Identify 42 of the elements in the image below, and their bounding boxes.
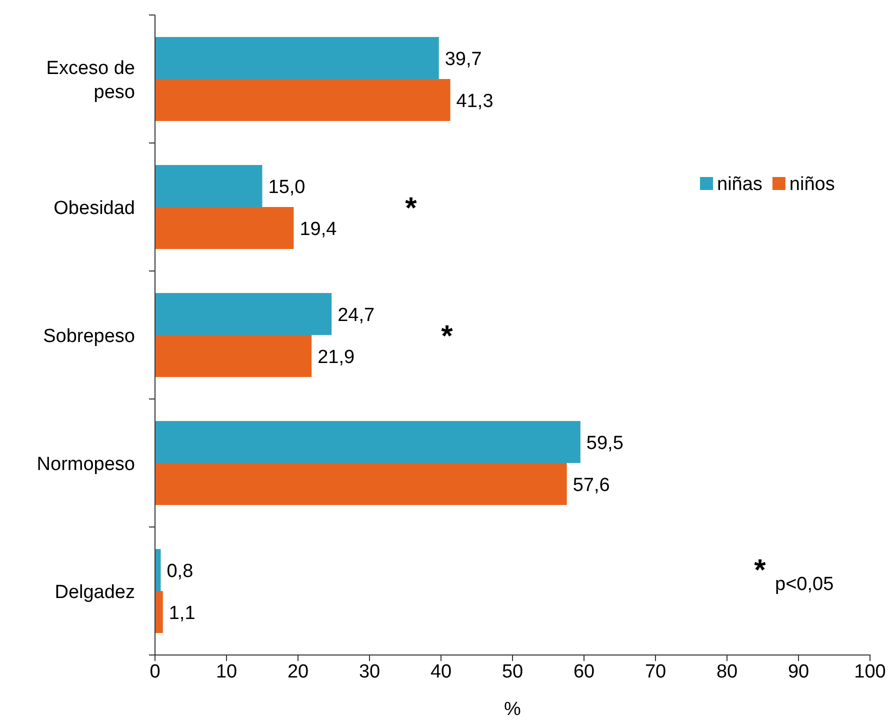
x-tick-label: 20 bbox=[287, 661, 309, 682]
x-tick-label: 80 bbox=[716, 661, 738, 682]
x-axis-title: % bbox=[504, 699, 522, 720]
annotation: * bbox=[754, 554, 766, 587]
annotation: * bbox=[405, 192, 418, 225]
data-label: 39,7 bbox=[444, 49, 482, 70]
bar bbox=[155, 165, 262, 207]
data-label: 19,4 bbox=[300, 219, 338, 240]
y-tick-label: Normopeso bbox=[36, 454, 135, 475]
bar bbox=[155, 421, 580, 463]
x-tick-label: 50 bbox=[502, 661, 524, 682]
y-tick-label: Delgadez bbox=[54, 582, 135, 603]
x-tick-label: 40 bbox=[430, 661, 452, 682]
data-label: 59,5 bbox=[586, 433, 624, 454]
y-tick-label: Exceso de peso bbox=[46, 58, 135, 103]
data-label: 57,6 bbox=[572, 475, 610, 496]
annotation: * bbox=[441, 320, 454, 353]
data-label: 1,1 bbox=[168, 603, 196, 624]
bar bbox=[155, 335, 312, 377]
x-tick-label: 60 bbox=[573, 661, 595, 682]
bar bbox=[155, 293, 332, 335]
bar bbox=[155, 463, 567, 505]
bar bbox=[155, 79, 450, 121]
legend-label: niños bbox=[789, 174, 835, 195]
annotation: p<0,05 bbox=[775, 574, 834, 595]
x-tick-label: 0 bbox=[150, 661, 160, 682]
bar bbox=[155, 37, 439, 79]
x-tick-label: 90 bbox=[788, 661, 810, 682]
legend-label: niñas bbox=[717, 174, 762, 195]
x-tick-label: 30 bbox=[358, 661, 380, 682]
bar bbox=[155, 591, 163, 633]
x-tick-label: 100 bbox=[854, 661, 886, 682]
data-label: 24,7 bbox=[338, 305, 375, 326]
x-tick-label: 10 bbox=[216, 661, 238, 682]
data-label: 41,3 bbox=[456, 91, 494, 112]
data-label: 0,8 bbox=[166, 561, 194, 582]
y-tick-label: Sobrepeso bbox=[43, 326, 135, 347]
bar bbox=[155, 207, 294, 249]
data-label: 15,0 bbox=[268, 177, 306, 198]
data-label: 21,9 bbox=[318, 347, 355, 368]
x-tick-label: 70 bbox=[644, 661, 666, 682]
y-tick-label: Obesidad bbox=[54, 198, 135, 219]
